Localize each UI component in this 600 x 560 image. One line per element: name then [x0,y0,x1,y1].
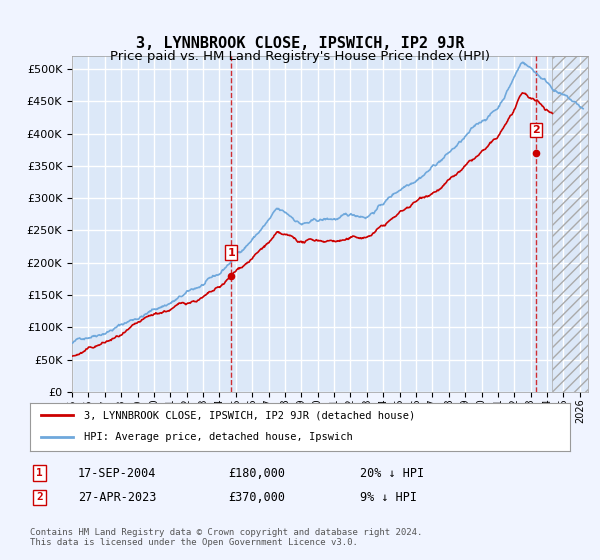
Text: 3, LYNNBROOK CLOSE, IPSWICH, IP2 9JR (detached house): 3, LYNNBROOK CLOSE, IPSWICH, IP2 9JR (de… [84,410,415,420]
Text: Contains HM Land Registry data © Crown copyright and database right 2024.
This d: Contains HM Land Registry data © Crown c… [30,528,422,547]
Text: 9% ↓ HPI: 9% ↓ HPI [360,491,417,504]
Text: £180,000: £180,000 [228,466,285,480]
Text: 2: 2 [36,492,43,502]
Text: HPI: Average price, detached house, Ipswich: HPI: Average price, detached house, Ipsw… [84,432,353,442]
Text: 3, LYNNBROOK CLOSE, IPSWICH, IP2 9JR: 3, LYNNBROOK CLOSE, IPSWICH, IP2 9JR [136,36,464,52]
Text: £370,000: £370,000 [228,491,285,504]
Text: 17-SEP-2004: 17-SEP-2004 [78,466,157,480]
Text: 1: 1 [227,248,235,258]
Bar [553,56,588,392]
Text: 1: 1 [36,468,43,478]
Text: 27-APR-2023: 27-APR-2023 [78,491,157,504]
Text: 20% ↓ HPI: 20% ↓ HPI [360,466,424,480]
Point [226,271,236,280]
Text: 2: 2 [532,125,540,135]
Text: Price paid vs. HM Land Registry's House Price Index (HPI): Price paid vs. HM Land Registry's House … [110,50,490,63]
Point [531,148,541,157]
